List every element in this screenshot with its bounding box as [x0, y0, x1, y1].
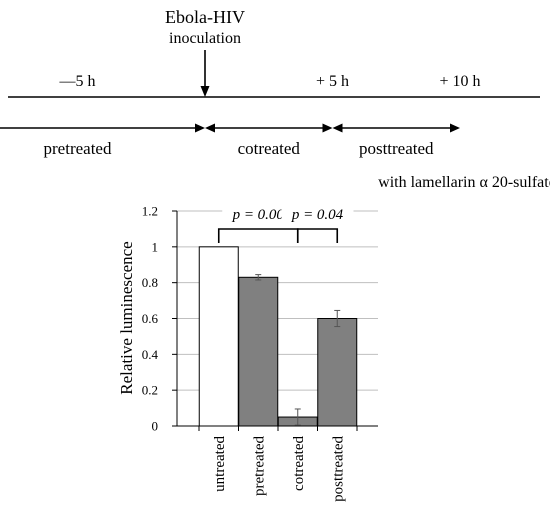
- bar-untreated: [198, 246, 239, 427]
- time-tick-label: —5 h: [59, 73, 96, 90]
- phase-label: pretreated: [44, 139, 112, 158]
- x-tick-label-untreated: untreated: [212, 436, 228, 492]
- y-tick-label: 1.2: [142, 204, 158, 219]
- x-tick-label-posttreated: posttreated: [330, 436, 346, 502]
- significance-label: p = 0.00: [232, 207, 285, 223]
- significance-bracket: [296, 228, 339, 243]
- phase-arrow-head-right: [195, 123, 205, 133]
- inoculation-label-line2: inoculation: [169, 30, 241, 47]
- significance-label-background: [222, 205, 295, 222]
- inoculation-arrow-head: [200, 86, 210, 97]
- y-tick-label: 0.2: [142, 383, 158, 398]
- inoculation-label-line1: Ebola-HIV: [165, 7, 245, 27]
- phase-arrow-head-left: [332, 123, 343, 133]
- significance-label-background: [281, 205, 354, 222]
- bar-pretreated: [238, 276, 279, 427]
- bar-posttreated: [317, 318, 358, 427]
- bar-chart: 0 0.2 0.4 0.6 0.8 1 1.2 untreated pretreated cotr…: [117, 204, 378, 502]
- y-tick-label: 0.8: [142, 275, 158, 290]
- y-tick-label: 1: [152, 239, 159, 254]
- phase-arrow-head-left: [205, 123, 215, 133]
- y-tick-label: 0.6: [142, 311, 159, 326]
- time-tick-label: + 5 h: [316, 73, 349, 90]
- y-tick-label: 0: [152, 419, 159, 434]
- phase-label: posttreated: [359, 139, 434, 158]
- y-axis-label: Relative luminescence: [117, 241, 136, 394]
- significance-label: p = 0.04: [291, 207, 344, 223]
- phase-arrow-head-right: [322, 123, 333, 133]
- treatment-caption: with lamellarin α 20-sulfate: [378, 174, 550, 191]
- phase-label: cotreated: [238, 139, 301, 158]
- timeline: Ebola-HIV inoculation with lamellarin α …: [0, 7, 550, 191]
- x-tick-label-cotreated: cotreated: [291, 436, 307, 491]
- significance-bracket: [217, 228, 299, 243]
- time-tick-label: + 10 h: [439, 73, 480, 90]
- x-tick-label-pretreated: pretreated: [251, 436, 267, 496]
- phase-arrow-head-right: [450, 123, 460, 133]
- y-tick-label: 0.4: [142, 347, 159, 362]
